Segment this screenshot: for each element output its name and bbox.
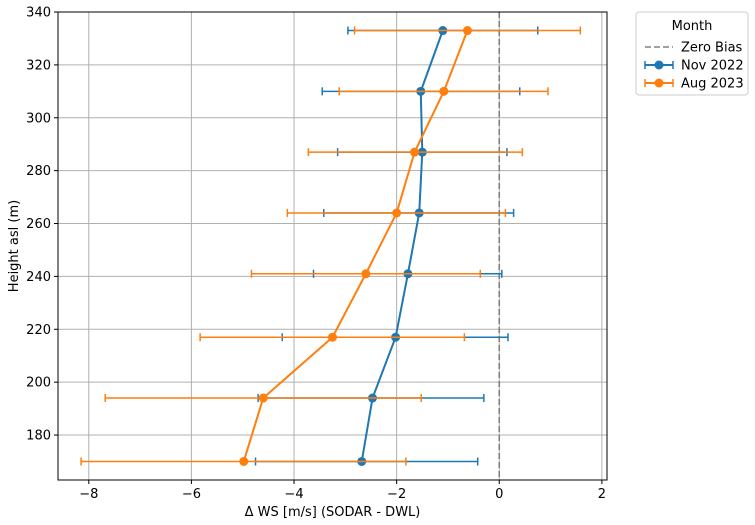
legend-series-label: Nov 2022 xyxy=(681,59,744,74)
data-point xyxy=(361,269,371,279)
legend-box xyxy=(635,11,749,96)
data-point xyxy=(258,393,268,403)
data-point xyxy=(462,26,472,36)
y-tick-label: 200 xyxy=(26,376,51,391)
y-axis-ticks: 180 200 220 240 260 280 300 320 340 xyxy=(26,6,58,444)
x-tick-label: 2 xyxy=(598,487,606,502)
x-tick-label: 0 xyxy=(495,487,503,502)
series-2 xyxy=(80,26,582,466)
y-tick-label: 280 xyxy=(26,164,51,179)
x-tick-label: −8 xyxy=(79,487,98,502)
legend-series-label: Aug 2023 xyxy=(681,77,744,92)
legend-entry-2: Aug 2023 xyxy=(644,77,744,92)
legend-swatch-marker xyxy=(654,78,664,88)
x-axis-label: Δ WS [m/s] (SODAR - DWL) xyxy=(245,505,421,520)
legend-swatch-marker xyxy=(654,60,664,70)
data-point xyxy=(328,332,337,342)
y-tick-label: 320 xyxy=(26,58,51,73)
data-point xyxy=(410,147,420,157)
grid-lines xyxy=(58,11,607,480)
legend: Month Zero Bias Nov 2022 Aug 2023 xyxy=(635,11,749,96)
data-point xyxy=(392,208,402,218)
legend-series-entries: Nov 2022 Aug 2023 xyxy=(644,59,744,92)
y-tick-label: 340 xyxy=(26,6,51,21)
legend-zero-bias-label: Zero Bias xyxy=(681,41,743,56)
x-axis-ticks: −8 −6 −4 −2 0 2 xyxy=(79,480,606,502)
series-line xyxy=(242,30,469,462)
series-line xyxy=(360,30,444,462)
data-point xyxy=(239,456,249,466)
y-tick-label: 260 xyxy=(26,217,51,232)
x-tick-label: −4 xyxy=(284,487,303,502)
x-tick-label: −2 xyxy=(387,487,406,502)
plot-frame xyxy=(57,11,608,481)
legend-entry-1: Nov 2022 xyxy=(644,59,744,74)
y-tick-label: 180 xyxy=(26,429,51,444)
legend-title: Month xyxy=(672,19,713,34)
data-point xyxy=(439,86,449,96)
series-layer xyxy=(80,26,582,466)
x-tick-label: −6 xyxy=(182,487,201,502)
y-tick-label: 300 xyxy=(26,111,51,126)
y-axis-label: Height asl (m) xyxy=(7,200,22,292)
y-tick-label: 240 xyxy=(26,270,51,285)
y-tick-label: 220 xyxy=(26,323,51,338)
